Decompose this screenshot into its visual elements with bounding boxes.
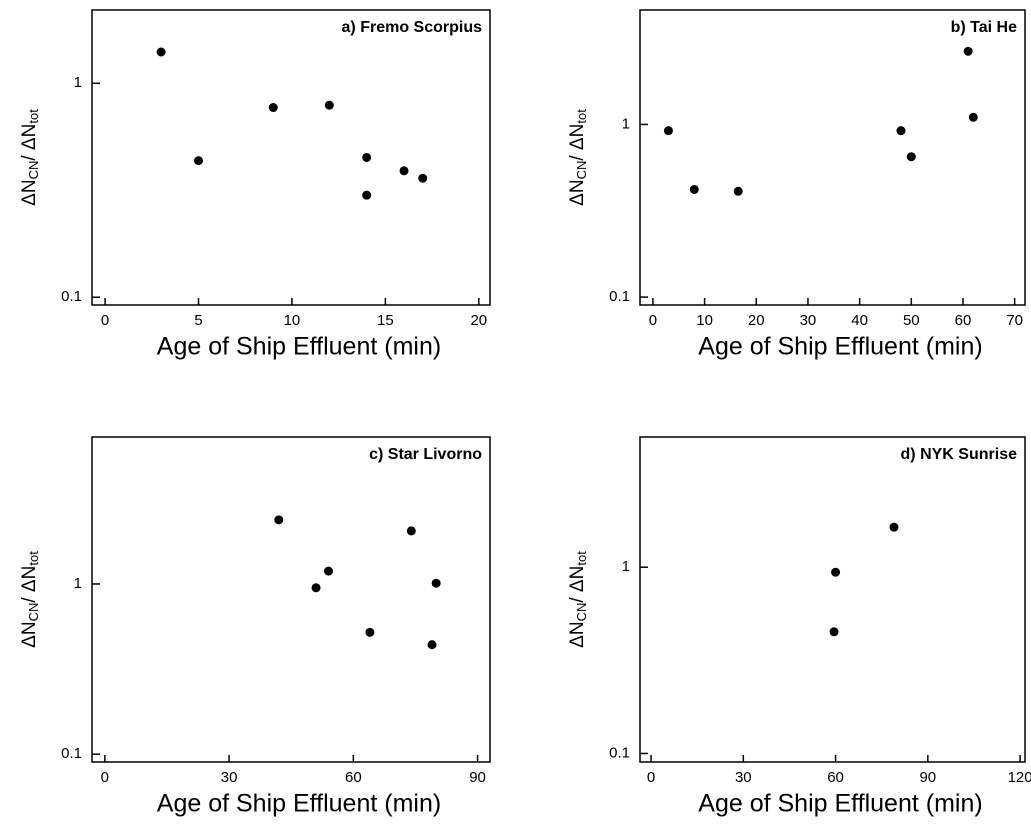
y-axis-label-part: tot [574,109,589,124]
x-tick-label: 50 [903,312,920,329]
x-axis-label: Age of Ship Effluent (min) [157,333,441,361]
y-tick-label: 1 [622,558,630,575]
y-axis-label-part: ΔN [567,621,588,647]
y-tick-label: 1 [622,115,630,132]
x-tick-label: 30 [735,769,752,786]
point [274,515,284,525]
x-tick-label: 0 [101,312,109,329]
x-tick-label: 0 [647,769,655,786]
panel-title: a) Fremo Scorpius [342,19,483,36]
x-tick-label: 10 [284,312,301,329]
y-axis-label-part: tot [574,551,589,566]
point [324,100,334,110]
x-tick-label: 5 [194,312,202,329]
x-tick-label: 90 [469,769,486,786]
point [689,184,699,194]
x-axis-label: Age of Ship Effluent (min) [698,790,982,818]
panel: 0 30 60 90 0.1 1 c) Star Livorno Age of Ship Ef… [19,436,491,818]
y-axis-label-part: CN [574,161,589,180]
x-tick-label: 30 [221,769,238,786]
x-tick-label: 15 [377,312,394,329]
x-tick-label: 60 [955,312,972,329]
y-axis-label-part: ΔN [567,179,588,205]
y-axis-label-part: / ΔN [19,566,40,603]
point [968,112,978,122]
y-tick-label: 0.1 [609,744,630,761]
point [362,190,372,200]
x-tick-label: 120 [1008,769,1031,786]
point [896,126,906,136]
y-axis-label-part: CN [574,603,589,622]
panel: 0 5 10 15 20 0.1 1 a) Fremo Scorpius Age of Ship… [19,9,491,361]
y-axis-label: ΔNCN/ ΔNtot [567,109,589,206]
y-tick-label: 0.1 [61,288,82,305]
y-axis-label-part: CN [26,603,41,622]
point [362,152,372,162]
y-axis-label-part: / ΔN [567,566,588,603]
y-axis-label: ΔNCN/ ΔNtot [19,109,41,206]
point [418,173,428,183]
point [399,166,409,176]
plot-frame [91,436,491,763]
plot-frame [639,9,1026,306]
y-axis-label-part: / ΔN [567,124,588,161]
panel: 0 10 20 30 40 50 60 70 0.1 1 b) Tai He Age of Ship … [567,9,1026,361]
y-tick-label: 0.1 [61,745,82,762]
point [311,583,321,593]
y-axis-label-part: tot [26,551,41,566]
point [194,156,204,166]
y-axis-label: ΔNCN/ ΔNtot [19,551,41,648]
plot-frame [91,9,491,306]
x-axis-label: Age of Ship Effluent (min) [698,333,982,361]
y-axis-label-part: / ΔN [19,124,40,161]
x-tick-label: 70 [1006,312,1023,329]
y-tick-label: 1 [74,74,82,91]
x-axis-label: Age of Ship Effluent (min) [157,790,441,818]
y-axis-label-part: ΔN [19,179,40,205]
point [963,46,973,56]
y-tick-label: 0.1 [609,288,630,305]
y-axis-label-part: CN [26,161,41,180]
x-tick-label: 30 [800,312,817,329]
x-tick-label: 20 [748,312,765,329]
x-tick-label: 10 [696,312,713,329]
point [323,566,333,576]
panel-title: d) NYK Sunrise [901,446,1018,463]
panel-title: b) Tai He [951,19,1017,36]
y-axis-label: ΔNCN/ ΔNtot [567,551,589,648]
x-tick-label: 40 [851,312,868,329]
point [733,186,743,196]
x-tick-label: 60 [827,769,844,786]
point [889,522,899,532]
point [906,152,916,162]
plot-frame [639,436,1026,763]
point [663,126,673,136]
x-tick-label: 20 [470,312,487,329]
panel-title: c) Star Livorno [369,446,482,463]
y-tick-label: 1 [74,575,82,592]
point [431,578,441,588]
y-axis-label-part: tot [26,109,41,124]
point [427,640,437,650]
point [156,47,166,57]
x-tick-label: 60 [345,769,362,786]
x-tick-label: 0 [101,769,109,786]
point [831,567,841,577]
point [365,627,375,637]
point [829,627,839,637]
y-axis-label-part: ΔN [19,621,40,647]
x-tick-label: 90 [919,769,936,786]
point [268,103,278,113]
x-tick-label: 0 [649,312,657,329]
point [406,526,416,536]
panel: 0 30 60 90 120 0.1 1 d) NYK Sunrise Age of Ship … [567,436,1031,818]
